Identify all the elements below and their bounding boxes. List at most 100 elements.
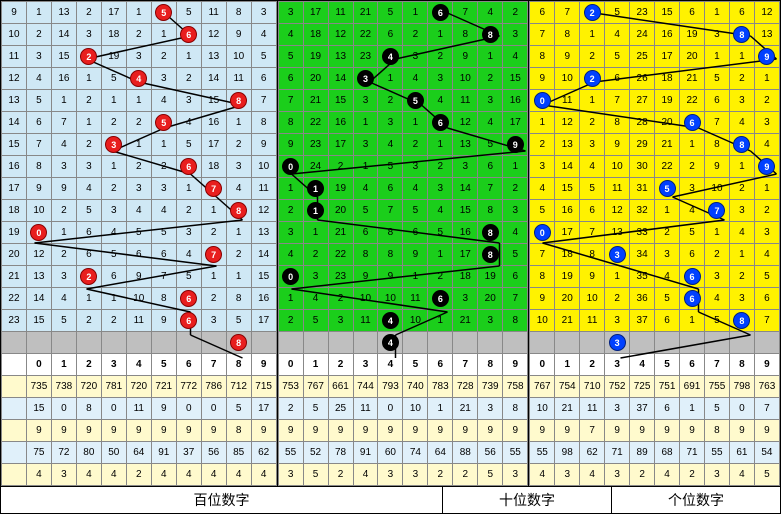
cell: 14 [51, 24, 76, 46]
cell: 2 [101, 310, 126, 332]
cell: 6 [580, 200, 605, 222]
stat-cell: 772 [176, 376, 201, 398]
stat-cell: 786 [201, 376, 226, 398]
stat-cell: 9 [403, 420, 428, 442]
cell: 7 [151, 266, 176, 288]
cell: 1 [126, 90, 151, 112]
cell: 2 [428, 156, 453, 178]
stat-cell: 793 [378, 376, 403, 398]
cell: 21 [328, 222, 353, 244]
header-digit: 3 [605, 354, 630, 376]
cell: 0 [278, 156, 303, 178]
stat-cell: 37 [630, 398, 655, 420]
header-digit: 0 [26, 354, 51, 376]
cell: 14 [555, 156, 580, 178]
cell: 2 [176, 200, 201, 222]
stat-cell: 9 [754, 420, 779, 442]
header-digit: 3 [101, 354, 126, 376]
cell: 3 [403, 156, 428, 178]
stat-cell: 8 [226, 420, 251, 442]
cell: 1 [101, 90, 126, 112]
ball: 7 [708, 202, 725, 219]
cell: 3 [453, 288, 478, 310]
ball: 0 [282, 158, 299, 175]
header-digit: 9 [754, 354, 779, 376]
row-id: 22 [2, 288, 27, 310]
header-digit: 5 [403, 354, 428, 376]
cell: 1 [176, 46, 201, 68]
cell: 3 [151, 178, 176, 200]
stat-cell: 691 [680, 376, 705, 398]
cell: 9 [555, 46, 580, 68]
cell: 1 [580, 24, 605, 46]
stat-cell: 9 [655, 420, 680, 442]
stat-cell: 9 [729, 420, 754, 442]
cell: 17 [251, 310, 276, 332]
cell: 3 [76, 24, 101, 46]
row-id: 20 [2, 244, 27, 266]
stat-cell: 2 [453, 464, 478, 486]
cell: 17 [503, 112, 528, 134]
stat-cell: 64 [126, 442, 151, 464]
stat-cell: 62 [251, 442, 276, 464]
cell [453, 332, 478, 354]
stat-cell: 0 [176, 398, 201, 420]
cell: 24 [303, 156, 328, 178]
cell: 2 [605, 288, 630, 310]
cell: 2 [76, 266, 101, 288]
cell: 1 [754, 178, 779, 200]
stat-cell: 3 [478, 398, 503, 420]
cell: 5 [704, 310, 729, 332]
stat-cell: 9 [303, 420, 328, 442]
cell: 12 [555, 112, 580, 134]
cell: 2 [76, 310, 101, 332]
cell: 9 [453, 46, 478, 68]
row-id: 11 [2, 46, 27, 68]
stat-cell: 4 [729, 464, 754, 486]
cell [478, 332, 503, 354]
stat-cell: 755 [704, 376, 729, 398]
cell: 5 [655, 288, 680, 310]
cell: 12 [605, 200, 630, 222]
cell: 17 [453, 244, 478, 266]
cell: 8 [26, 156, 51, 178]
row-id: 23 [2, 310, 27, 332]
cell: 19 [478, 266, 503, 288]
cell: 6 [378, 24, 403, 46]
cell: 2 [76, 2, 101, 24]
cell: 4 [278, 24, 303, 46]
stat-cell: 9 [201, 420, 226, 442]
cell: 12 [453, 112, 478, 134]
cell: 8 [530, 46, 555, 68]
ball: 3 [105, 136, 122, 153]
cell: 2 [328, 156, 353, 178]
cell: 6 [680, 2, 705, 24]
cell: 4 [303, 288, 328, 310]
stat-cell: 5 [704, 398, 729, 420]
row-id: 19 [2, 222, 27, 244]
row-id: 10 [2, 24, 27, 46]
cell: 4 [353, 178, 378, 200]
cell: 6 [278, 68, 303, 90]
stat-cell: 9 [151, 398, 176, 420]
cell: 5 [101, 244, 126, 266]
cell: 5 [176, 2, 201, 24]
ball: 4 [382, 312, 399, 329]
cell: 1 [704, 222, 729, 244]
cell: 5 [101, 68, 126, 90]
stat-label [2, 398, 27, 420]
row-id: 14 [2, 112, 27, 134]
ball: 6 [180, 26, 197, 43]
cell: 17 [101, 2, 126, 24]
cell: 6 [428, 2, 453, 24]
cell: 2 [226, 134, 251, 156]
cell: 23 [328, 266, 353, 288]
cell: 7 [201, 244, 226, 266]
ball: 5 [407, 92, 424, 109]
cell: 13 [201, 46, 226, 68]
cell: 4 [151, 90, 176, 112]
stat-cell: 798 [729, 376, 754, 398]
cell: 1 [126, 134, 151, 156]
cell: 1 [101, 288, 126, 310]
stat-cell: 10 [403, 398, 428, 420]
